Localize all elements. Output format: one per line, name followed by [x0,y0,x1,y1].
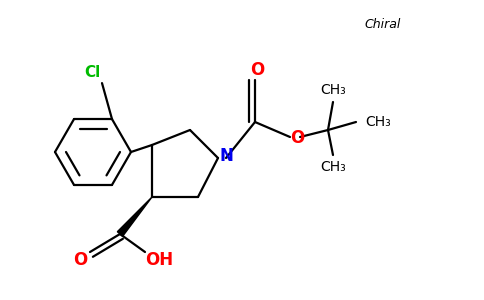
Text: N: N [219,147,233,165]
Text: CH₃: CH₃ [320,83,346,97]
Text: O: O [73,251,87,269]
Text: CH₃: CH₃ [365,115,391,129]
Text: OH: OH [145,251,173,269]
Text: O: O [290,129,304,147]
Text: O: O [250,61,264,79]
Text: Cl: Cl [84,64,100,80]
Polygon shape [117,197,152,236]
Text: CH₃: CH₃ [320,160,346,174]
Text: Chiral: Chiral [365,19,401,32]
